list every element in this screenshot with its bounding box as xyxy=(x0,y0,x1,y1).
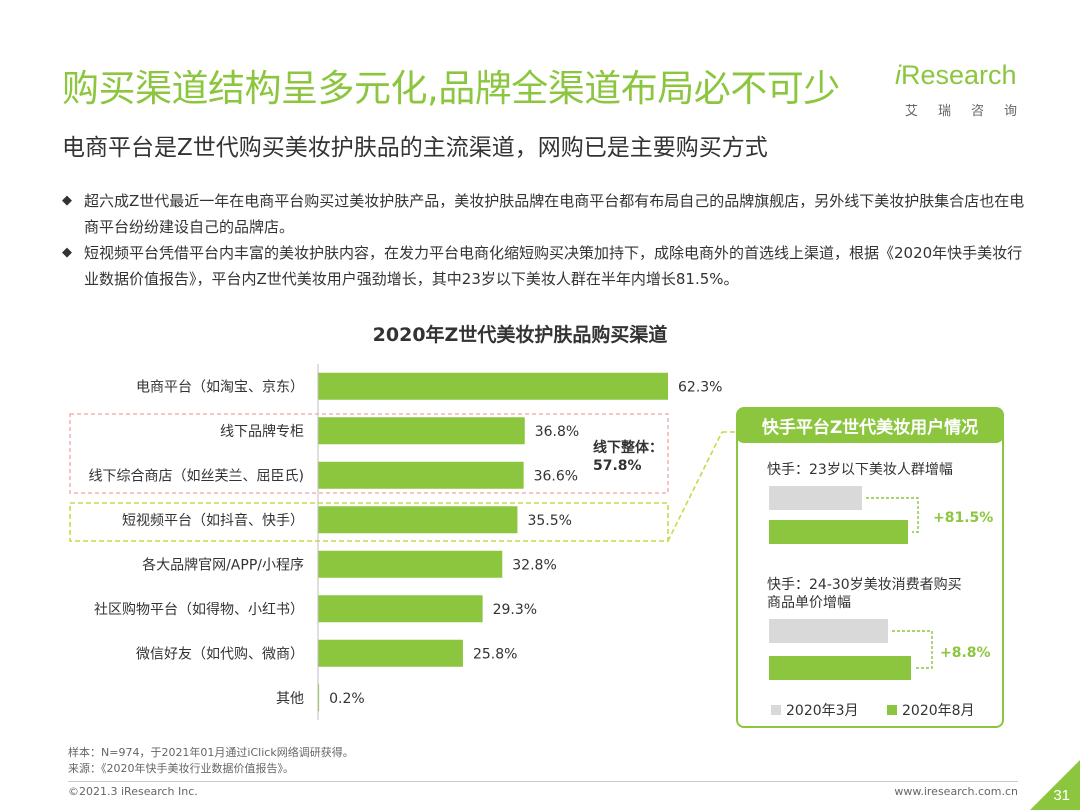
bar-march xyxy=(769,619,888,643)
bar xyxy=(318,595,483,623)
bar xyxy=(318,639,463,667)
legend-label: 2020年8月 xyxy=(902,703,975,719)
group-label: 快手：24-30岁美妆消费者购买商品单价增幅 xyxy=(767,577,962,611)
value-label: 32.8% xyxy=(512,557,556,573)
footer-divider xyxy=(68,781,1018,782)
offline-highlight-box xyxy=(69,413,669,494)
change-label: +8.8% xyxy=(940,645,991,661)
bar xyxy=(318,372,668,400)
value-label: 36.6% xyxy=(534,468,578,484)
group-label: 快手：23岁以下美妆人群增幅 xyxy=(767,462,953,478)
category-label: 各大品牌官网/APP/小程序 xyxy=(142,556,304,573)
short-video-highlight-box xyxy=(69,502,669,542)
copyright: ©2021.3 iResearch Inc. xyxy=(68,785,198,798)
bullet-item: ◆ 超六成Z世代最近一年在电商平台购买过美妆护肤产品，美妆护肤品牌在电商平台都有… xyxy=(62,188,1032,240)
change-bracket xyxy=(866,497,919,533)
footnote: 样本：N=974，于2021年01月通过iClick网络调研获得。 来源：《20… xyxy=(68,745,354,777)
category-label: 线下综合商店（如丝芙兰、屈臣氏) xyxy=(89,467,304,484)
bar xyxy=(318,417,525,445)
bar-march xyxy=(769,486,862,510)
category-label: 其他 xyxy=(276,691,304,707)
offline-total-value: 57.8% xyxy=(593,458,642,474)
logo-wordmark: iResearch xyxy=(895,60,1017,90)
value-label: 25.8% xyxy=(473,646,517,662)
page-subtitle: 电商平台是Z世代购买美妆护肤品的主流渠道，网购已是主要购买方式 xyxy=(62,135,768,161)
value-label: 62.3% xyxy=(678,379,722,395)
offline-total-label: 线下整体： xyxy=(593,439,663,456)
change-bracket xyxy=(892,630,933,669)
kuaishou-panel-title: 快手平台Z世代美妆用户情况 xyxy=(736,407,1004,443)
legend-swatch-march xyxy=(771,705,781,715)
category-label: 微信好友（如代购、微商） xyxy=(136,646,304,662)
bullet-item: ◆ 短视频平台凭借平台内丰富的美妆护肤内容，在发力平台电商化缩短购买决策加持下，… xyxy=(62,240,1032,292)
source-note: 来源：《2020年快手美妆行业数据价值报告》。 xyxy=(68,762,294,775)
bar-august xyxy=(769,656,911,680)
category-label: 短视频平台（如抖音、快手） xyxy=(122,512,304,529)
chart-title: 2020年Z世代美妆护肤品购买渠道 xyxy=(372,324,668,346)
bar xyxy=(318,550,503,578)
diamond-icon: ◆ xyxy=(62,245,72,260)
value-label: 36.8% xyxy=(535,424,579,440)
connector-line xyxy=(667,431,723,542)
page-number: 31 xyxy=(1053,787,1070,804)
bar xyxy=(318,684,320,712)
page-title: 购买渠道结构呈多元化,品牌全渠道布局必不可少 xyxy=(62,67,840,110)
category-label: 社区购物平台（如得物、小红书） xyxy=(94,601,304,618)
legend-swatch-august xyxy=(887,705,897,715)
change-label: +81.5% xyxy=(933,510,993,526)
category-label: 电商平台（如淘宝、京东） xyxy=(136,379,304,395)
bullet-list: ◆ 超六成Z世代最近一年在电商平台购买过美妆护肤产品，美妆护肤品牌在电商平台都有… xyxy=(62,188,1032,292)
value-label: 35.5% xyxy=(527,513,571,529)
logo-chinese: 艾瑞咨询 xyxy=(904,104,1017,119)
value-label: 0.2% xyxy=(329,691,365,707)
legend-label: 2020年3月 xyxy=(786,703,859,719)
category-label: 线下品牌专柜 xyxy=(220,423,304,440)
iresearch-logo: iResearch 艾瑞咨询 xyxy=(895,60,1027,122)
website: www.iresearch.com.cn xyxy=(894,785,1018,798)
bar-august xyxy=(769,520,908,544)
value-label: 29.3% xyxy=(493,602,537,618)
bar xyxy=(318,461,524,489)
bar xyxy=(318,506,518,534)
diamond-icon: ◆ xyxy=(62,193,72,208)
page-corner xyxy=(1030,760,1080,810)
sample-note: 样本：N=974，于2021年01月通过iClick网络调研获得。 xyxy=(68,746,354,759)
